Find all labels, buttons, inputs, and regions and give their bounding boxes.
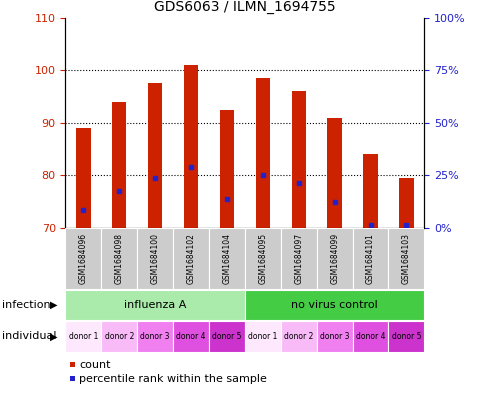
Text: GSM1684104: GSM1684104: [222, 233, 231, 284]
Text: influenza A: influenza A: [124, 300, 186, 310]
Text: GSM1684098: GSM1684098: [115, 233, 123, 284]
Bar: [352, 321, 388, 352]
Text: ▶: ▶: [50, 300, 57, 310]
Bar: [388, 228, 424, 289]
Text: donor 3: donor 3: [319, 332, 348, 341]
Text: donor 2: donor 2: [284, 332, 313, 341]
Text: no virus control: no virus control: [291, 300, 377, 310]
Text: donor 5: donor 5: [391, 332, 420, 341]
Bar: [352, 228, 388, 289]
Bar: [137, 228, 173, 289]
Bar: [244, 290, 424, 320]
Bar: [316, 321, 352, 352]
Text: GSM1684099: GSM1684099: [330, 233, 338, 284]
Text: donor 1: donor 1: [248, 332, 277, 341]
Bar: [101, 228, 137, 289]
Bar: [65, 290, 244, 320]
Title: GDS6063 / ILMN_1694755: GDS6063 / ILMN_1694755: [154, 0, 335, 14]
Bar: [209, 228, 244, 289]
Bar: [112, 102, 126, 228]
Text: GSM1684103: GSM1684103: [401, 233, 410, 284]
Bar: [65, 321, 101, 352]
Text: donor 1: donor 1: [69, 332, 98, 341]
Bar: [363, 154, 377, 228]
Text: ▶: ▶: [50, 331, 57, 342]
Bar: [101, 321, 137, 352]
Bar: [173, 321, 209, 352]
Text: count: count: [79, 360, 110, 370]
Bar: [316, 228, 352, 289]
Text: percentile rank within the sample: percentile rank within the sample: [79, 374, 266, 384]
Text: GSM1684102: GSM1684102: [186, 233, 195, 284]
Bar: [148, 83, 162, 228]
Bar: [137, 321, 173, 352]
Text: donor 4: donor 4: [176, 332, 205, 341]
Text: GSM1684097: GSM1684097: [294, 233, 302, 284]
Bar: [76, 128, 91, 228]
Bar: [280, 321, 316, 352]
Bar: [219, 110, 234, 228]
Bar: [280, 228, 316, 289]
Bar: [209, 321, 244, 352]
Bar: [291, 91, 305, 228]
Bar: [244, 321, 280, 352]
Text: individual: individual: [2, 331, 57, 342]
Bar: [255, 78, 270, 228]
Text: infection: infection: [2, 300, 51, 310]
Bar: [65, 228, 101, 289]
Text: donor 3: donor 3: [140, 332, 169, 341]
Bar: [388, 321, 424, 352]
Bar: [398, 178, 413, 228]
Text: GSM1684100: GSM1684100: [151, 233, 159, 284]
Bar: [244, 228, 280, 289]
Text: GSM1684095: GSM1684095: [258, 233, 267, 284]
Text: donor 4: donor 4: [355, 332, 384, 341]
Bar: [173, 228, 209, 289]
Text: donor 2: donor 2: [105, 332, 134, 341]
Text: GSM1684101: GSM1684101: [365, 233, 374, 284]
Text: GSM1684096: GSM1684096: [79, 233, 88, 284]
Text: donor 5: donor 5: [212, 332, 241, 341]
Bar: [183, 65, 198, 228]
Bar: [327, 118, 341, 228]
